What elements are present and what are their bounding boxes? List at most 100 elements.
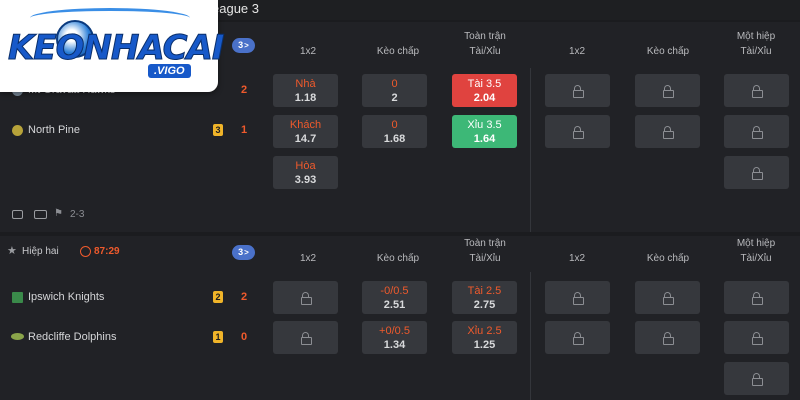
odds-label: Xỉu 3.5 — [467, 119, 502, 131]
odds-label: Tài 3.5 — [467, 78, 502, 90]
header-half-ou-top: Một hiệp — [736, 238, 776, 249]
rank-badge: 2 — [213, 291, 223, 303]
odds-away-handicap[interactable]: +0/0.5 1.34 — [362, 321, 427, 354]
column-divider — [530, 68, 531, 232]
away-team-name[interactable]: North Pine — [28, 124, 80, 136]
locked-odds-cell[interactable] — [545, 321, 610, 354]
match-clock: 87:29 — [94, 246, 120, 257]
odds-value: 1.34 — [383, 339, 406, 351]
logo-domain: .VIGO — [148, 64, 191, 78]
odds-label: Nhà — [295, 78, 316, 90]
team-logo-icon — [12, 125, 23, 136]
lock-icon — [663, 332, 674, 345]
header-half-1x2: 1x2 — [568, 46, 586, 57]
period-label: Hiệp hai — [22, 246, 59, 257]
locked-odds-cell[interactable] — [545, 115, 610, 148]
odds-value: 1.25 — [473, 339, 496, 351]
header-keo-chap: Kèo chấp — [376, 253, 420, 264]
odds-value: 3.93 — [294, 174, 317, 186]
lock-icon — [752, 126, 763, 139]
odds-home-1x2[interactable]: Nhà 1.18 — [273, 74, 338, 107]
locked-odds-cell[interactable] — [545, 281, 610, 314]
away-team-name[interactable]: Redcliffe Dolphins — [28, 331, 117, 343]
odds-label: +0/0.5 — [379, 325, 410, 337]
odds-value: 1.68 — [383, 133, 406, 145]
odds-over[interactable]: Tài 3.5 2.04 — [452, 74, 517, 107]
column-divider — [530, 272, 531, 400]
locked-odds-cell[interactable] — [273, 321, 338, 354]
header-1x2: 1x2 — [299, 253, 317, 264]
odds-away-handicap[interactable]: 0 1.68 — [362, 115, 427, 148]
team-logo-icon — [12, 292, 23, 303]
lock-icon — [752, 167, 763, 180]
home-team-name[interactable]: Ipswich Knights — [28, 291, 105, 303]
odds-label: Khách — [289, 119, 322, 131]
odds-value: 14.7 — [294, 133, 317, 145]
header-half-ou-bottom: Tài/Xỉu — [740, 46, 772, 57]
odds-over[interactable]: Tài 2.5 2.75 — [452, 281, 517, 314]
lock-icon — [301, 332, 312, 345]
corner-flag-icon: ⚑ — [54, 208, 63, 219]
locked-odds-cell[interactable] — [635, 115, 700, 148]
locked-odds-cell[interactable] — [635, 281, 700, 314]
locked-odds-cell[interactable] — [724, 362, 789, 395]
match-panel-2: ★ Hiệp hai 87:29 3> 1x2 Kèo chấp Toàn tr… — [0, 236, 800, 400]
locked-odds-cell[interactable] — [635, 321, 700, 354]
lock-icon — [573, 292, 584, 305]
more-markets-badge[interactable]: 3> — [232, 38, 255, 53]
odds-away-1x2[interactable]: Khách 14.7 — [273, 115, 338, 148]
odds-under[interactable]: Xỉu 2.5 1.25 — [452, 321, 517, 354]
locked-odds-cell[interactable] — [724, 74, 789, 107]
locked-odds-cell[interactable] — [635, 74, 700, 107]
odds-value: 2 — [391, 92, 398, 104]
star-icon[interactable]: ★ — [7, 245, 17, 257]
corner-count: 2-3 — [70, 209, 85, 220]
field-icon[interactable] — [34, 210, 47, 219]
lock-icon — [663, 85, 674, 98]
locked-odds-cell[interactable] — [724, 156, 789, 189]
team-logo-icon — [11, 333, 24, 340]
more-markets-badge[interactable]: 3> — [232, 245, 255, 260]
lock-icon — [752, 85, 763, 98]
locked-odds-cell[interactable] — [724, 281, 789, 314]
lock-icon — [573, 126, 584, 139]
odds-label: Hòa — [295, 160, 316, 172]
locked-odds-cell[interactable] — [724, 115, 789, 148]
lock-icon — [752, 373, 763, 386]
away-score: 0 — [241, 331, 248, 343]
rank-badge: 1 — [213, 331, 223, 343]
league-title[interactable]: eague 3 — [212, 1, 259, 16]
odds-home-handicap[interactable]: -0/0.5 2.51 — [362, 281, 427, 314]
video-icon[interactable] — [12, 210, 23, 219]
odds-label: Xỉu 2.5 — [467, 325, 502, 337]
header-half-1x2: 1x2 — [568, 253, 586, 264]
odds-label: -0/0.5 — [380, 285, 409, 297]
odds-under[interactable]: Xỉu 3.5 1.64 — [452, 115, 517, 148]
header-half-ou-top: Một hiệp — [736, 31, 776, 42]
header-full-ou-bottom: Tài/Xỉu — [469, 253, 501, 264]
away-score: 1 — [241, 124, 248, 136]
odds-draw-1x2[interactable]: Hòa 3.93 — [273, 156, 338, 189]
lock-icon — [663, 292, 674, 305]
locked-odds-cell[interactable] — [273, 281, 338, 314]
header-full-ou-top: Toàn trận — [464, 31, 506, 42]
header-full-ou-bottom: Tài/Xỉu — [469, 46, 501, 57]
logo-wordmark: KEONHACAI — [8, 28, 226, 69]
lock-icon — [573, 332, 584, 345]
home-score: 2 — [241, 291, 248, 303]
lock-icon — [752, 332, 763, 345]
header-half-keo-chap: Kèo chấp — [646, 46, 690, 57]
locked-odds-cell[interactable] — [724, 321, 789, 354]
home-score: 2 — [241, 84, 248, 96]
odds-label: Tài 2.5 — [467, 285, 502, 297]
logo-swoosh — [30, 8, 190, 28]
soccer-ball-icon — [56, 20, 94, 58]
odds-label: 0 — [391, 78, 398, 90]
header-full-ou-top: Toàn trận — [464, 238, 506, 249]
odds-label: 0 — [391, 119, 398, 131]
locked-odds-cell[interactable] — [545, 74, 610, 107]
brand-logo: KEONHACAI .VIGO — [0, 0, 225, 92]
header-half-ou-bottom: Tài/Xỉu — [740, 253, 772, 264]
header-half-keo-chap: Kèo chấp — [646, 253, 690, 264]
